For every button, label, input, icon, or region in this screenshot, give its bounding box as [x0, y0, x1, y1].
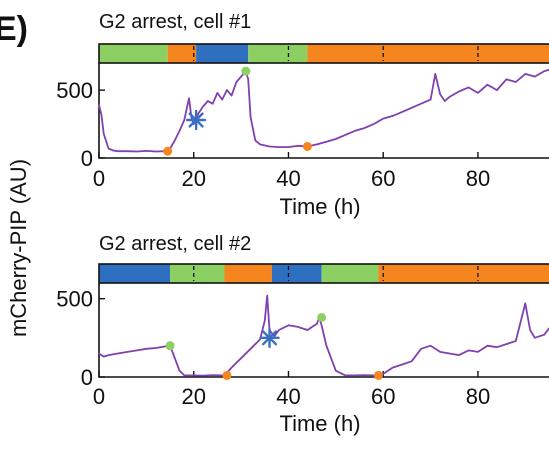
x-tick-label: 20 — [181, 166, 205, 191]
x-tick-label: 0 — [93, 166, 105, 191]
series-trace — [98, 68, 549, 153]
marker-dot-orange — [222, 370, 232, 380]
phase-segment-green — [321, 264, 379, 283]
x-tick-label: 0 — [93, 384, 105, 409]
chart-title: G2 arrest, cell #1 — [99, 11, 251, 33]
x-axis-label: Time (h) — [279, 194, 360, 219]
phase-segment-green — [170, 264, 225, 283]
y-tick-label: 0 — [81, 146, 93, 171]
y-tick-label: 0 — [81, 365, 93, 390]
phase-segment-orange — [307, 44, 549, 63]
series-trace — [98, 294, 549, 377]
x-tick-label: 20 — [181, 384, 205, 409]
marker-dot-orange — [373, 370, 383, 380]
marker-dot-green — [241, 66, 251, 76]
marker-dot-orange — [302, 141, 312, 151]
axis-lines — [98, 63, 549, 159]
phase-segment-blue — [196, 44, 249, 63]
phase-bar-frame — [98, 263, 549, 284]
chart-panel-cell-1: G2 arrest, cell #1 0 500 0 20 40 60 80 Time (h) — [56, 11, 549, 219]
chart-title: G2 arrest, cell #2 — [99, 233, 251, 255]
marker-dot-green — [317, 312, 327, 322]
phase-segment-green — [248, 44, 308, 63]
y-tick-label: 500 — [56, 78, 93, 103]
phase-bar-frame — [98, 43, 549, 64]
marker-star — [185, 109, 207, 131]
x-tick-label: 80 — [466, 166, 490, 191]
phase-segment-blue — [271, 264, 322, 283]
panel-letter: E) — [0, 10, 28, 48]
chart-panel-cell-2: G2 arrest, cell #2 0 500 0 20 40 60 80 Time (h) — [56, 233, 549, 436]
marker-dot-green — [165, 341, 175, 351]
x-tick-label: 80 — [466, 384, 490, 409]
x-tick-label: 40 — [276, 166, 300, 191]
y-tick-label: 500 — [56, 287, 93, 312]
x-tick-label: 40 — [276, 384, 300, 409]
y-axis-label: mCherry-PIP (AU) — [6, 159, 31, 337]
x-axis-label: Time (h) — [279, 411, 360, 436]
marker-dot-orange — [163, 146, 173, 156]
axis-lines — [98, 283, 549, 378]
phase-segment-orange — [167, 44, 197, 63]
phase-segment-green — [99, 44, 168, 63]
marker-star — [259, 327, 280, 349]
phase-segment-orange — [224, 264, 272, 283]
x-tick-label: 60 — [371, 384, 395, 409]
x-tick-label: 60 — [371, 166, 395, 191]
phase-segment-orange — [378, 264, 549, 283]
phase-segment-blue — [99, 264, 171, 283]
